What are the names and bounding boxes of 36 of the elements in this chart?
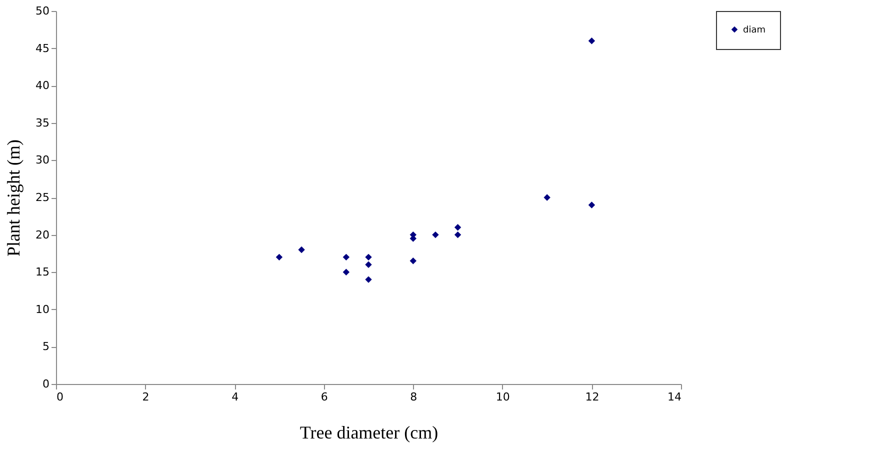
x-tick-label: 4 xyxy=(232,390,239,404)
point xyxy=(342,268,350,276)
legend-label: diam xyxy=(743,26,766,36)
point xyxy=(276,254,283,261)
x-axis-title: Tree diameter (cm) xyxy=(300,422,438,442)
x-tick-label: 14 xyxy=(668,390,682,404)
y-tick-label: 40 xyxy=(36,79,50,92)
y-tick-label: 15 xyxy=(36,266,50,279)
point xyxy=(544,194,550,201)
x-tick-label: 2 xyxy=(142,390,150,404)
point xyxy=(365,276,372,283)
point xyxy=(365,254,372,261)
x-tick-label: 10 xyxy=(496,390,510,404)
y-tick-label: 10 xyxy=(36,302,50,316)
y-tick-label: 45 xyxy=(36,42,50,55)
y-tick-label: 5 xyxy=(42,340,50,354)
point xyxy=(588,202,596,208)
x-tick-label: 12 xyxy=(585,390,600,404)
y-tick-label: 20 xyxy=(36,228,50,242)
point xyxy=(298,246,305,254)
x-tick-label: 6 xyxy=(320,390,328,404)
point xyxy=(454,231,462,238)
y-tick-label: 25 xyxy=(36,191,50,204)
y-tick-label: 30 xyxy=(36,154,50,167)
y-tick-label: 35 xyxy=(36,116,50,130)
point xyxy=(410,258,416,264)
x-tick-label: 8 xyxy=(410,390,418,404)
y-axis-title: Plant height (m) xyxy=(4,140,24,256)
point xyxy=(342,254,350,261)
point xyxy=(588,37,596,44)
point xyxy=(432,231,439,238)
point xyxy=(365,261,372,268)
x-tick-label: 0 xyxy=(56,390,64,404)
point xyxy=(454,224,462,231)
y-tick-label: 0 xyxy=(42,378,50,390)
y-tick-label: 50 xyxy=(36,4,50,18)
